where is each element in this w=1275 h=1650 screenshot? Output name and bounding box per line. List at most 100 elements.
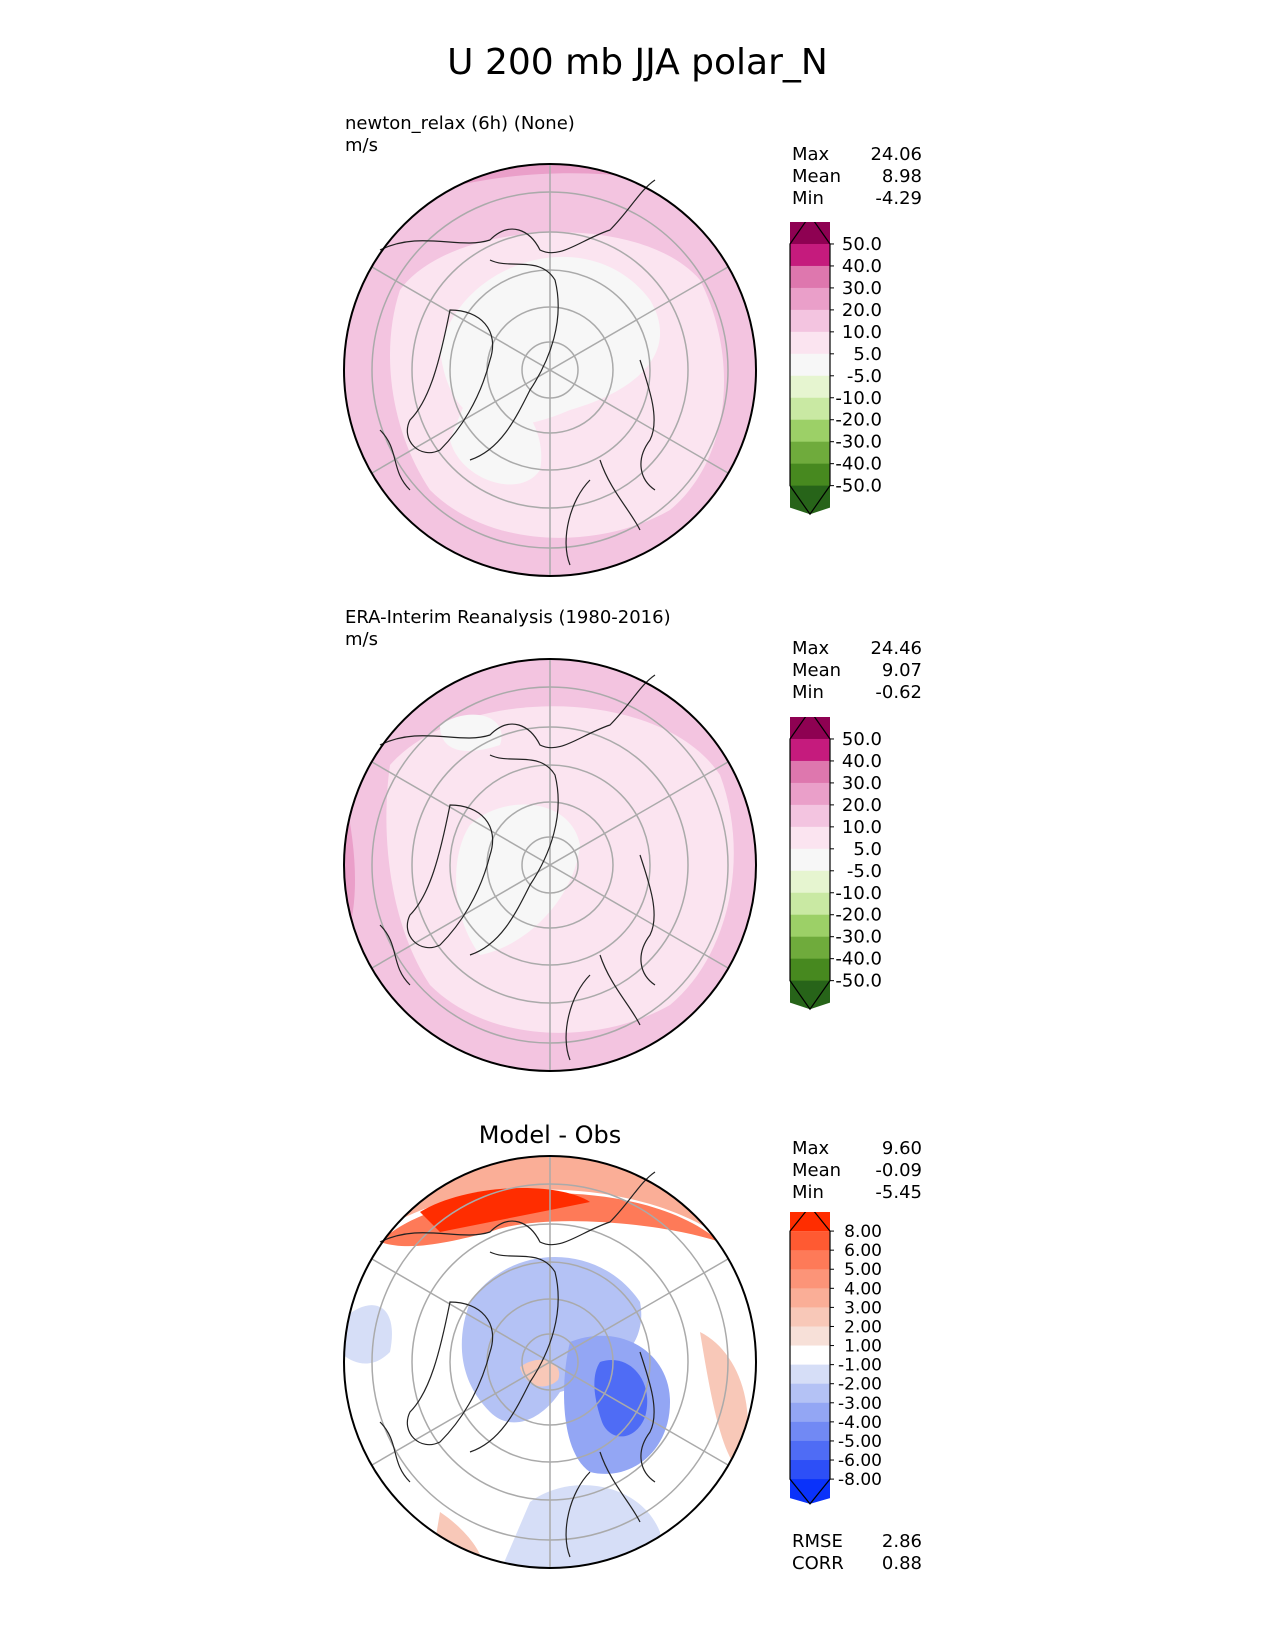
polar-map-1 xyxy=(343,163,757,577)
colorbar-tick-label: -5.0 xyxy=(847,861,882,882)
colorbar-swatch xyxy=(790,1288,830,1308)
map-boundary xyxy=(343,658,757,1072)
colorbar-tick-label: -8.00 xyxy=(838,1470,882,1490)
colorbar-tick-label: 6.00 xyxy=(844,1241,882,1261)
colorbar-swatch xyxy=(790,375,830,399)
colorbar-tick-label: 1.00 xyxy=(844,1337,882,1357)
field-band-west xyxy=(344,775,355,955)
stat-label: Max xyxy=(792,638,830,659)
colorbar-swatch xyxy=(790,892,830,916)
colorbar-swatch xyxy=(790,826,830,850)
colorbar-swatch xyxy=(790,804,830,828)
field-neg-west xyxy=(344,1305,392,1364)
stat-value: -0.09 xyxy=(875,1160,922,1181)
field-core-center xyxy=(456,804,580,955)
panel-2-label: ERA-Interim Reanalysis (1980-2016) m/s xyxy=(345,607,671,651)
graticule xyxy=(371,164,729,576)
colorbar-tick-label: 2.00 xyxy=(844,1317,882,1337)
colorbar-swatch xyxy=(790,1440,830,1461)
colorbar-2: 50.040.030.020.010.05.0-5.0-10.0-20.0-30… xyxy=(789,717,882,1011)
map-boundary xyxy=(343,1155,757,1569)
colorbar-swatch xyxy=(790,397,830,421)
stat-label: Mean xyxy=(792,166,842,187)
colorbar-tick-label: 20.0 xyxy=(842,795,882,816)
colorbar-tick-label: -30.0 xyxy=(835,927,882,948)
colorbar-swatch xyxy=(790,958,830,982)
colorbar-swatch xyxy=(790,353,830,377)
colorbar-swatch xyxy=(790,1345,830,1366)
stat-label: Max xyxy=(792,144,830,165)
stat-value: 24.46 xyxy=(870,638,922,659)
colorbar-swatch xyxy=(790,419,830,443)
panel-1-title: newton_relax (6h) (None) xyxy=(345,113,575,134)
colorbar-tick-label: 50.0 xyxy=(842,729,882,750)
figure-title: U 200 mb JJA polar_N xyxy=(447,42,828,83)
stat-row-max: Max 24.46 xyxy=(792,638,922,660)
colorbar-tick-label: -50.0 xyxy=(835,971,882,992)
colorbar-tick-label: -5.00 xyxy=(838,1432,882,1452)
colorbar-swatch xyxy=(790,243,830,267)
colorbar-swatch xyxy=(790,463,830,487)
stat-value: -4.29 xyxy=(875,188,922,209)
stat-value: 24.06 xyxy=(870,144,922,165)
colorbar-swatch xyxy=(790,936,830,960)
stat-label: Mean xyxy=(792,660,842,681)
colorbar-1: 50.040.030.020.010.05.0-5.0-10.0-20.0-30… xyxy=(789,222,882,516)
stat-row-mean: Mean -0.09 xyxy=(792,1160,922,1182)
colorbar-tick-label: -10.0 xyxy=(835,388,882,409)
panel-1-label: newton_relax (6h) (None) m/s xyxy=(345,113,575,157)
graticule xyxy=(371,659,729,1071)
colorbar-tick-label: 50.0 xyxy=(842,234,882,255)
stat-value: 9.07 xyxy=(881,660,922,681)
colorbar-tick-label: -3.00 xyxy=(838,1394,882,1414)
stat-value: -5.45 xyxy=(875,1182,922,1203)
panel-2-stats: Max 24.46 Mean 9.07 Min -0.62 xyxy=(792,638,922,704)
stat-row-max: Max 24.06 xyxy=(792,144,922,166)
panel-1-units: m/s xyxy=(345,135,378,156)
stat-value: 9.60 xyxy=(881,1138,922,1159)
metric-label: RMSE xyxy=(792,1531,843,1552)
graticule xyxy=(371,1156,729,1568)
colorbar-tick-label: 20.0 xyxy=(842,300,882,321)
colorbar-tick-label: -20.0 xyxy=(835,905,882,926)
panel-2-title: ERA-Interim Reanalysis (1980-2016) xyxy=(345,607,671,628)
metric-value: 2.86 xyxy=(881,1531,922,1552)
stat-row-min: Min -4.29 xyxy=(792,188,922,210)
colorbar-swatch xyxy=(790,1460,830,1480)
stat-value: -0.62 xyxy=(875,682,922,703)
stat-label: Mean xyxy=(792,1160,842,1181)
colorbar-swatch xyxy=(790,1421,830,1442)
stat-row-mean: Mean 9.07 xyxy=(792,660,922,682)
panel-3-metrics: RMSE 2.86 CORR 0.88 xyxy=(792,1531,922,1575)
colorbar-swatch xyxy=(790,331,830,355)
colorbar-tick-label: 10.0 xyxy=(842,817,882,838)
metric-row-rmse: RMSE 2.86 xyxy=(792,1531,922,1553)
coastlines xyxy=(379,179,656,566)
colorbar-tick-label: -2.00 xyxy=(838,1375,882,1395)
stat-row-min: Min -0.62 xyxy=(792,682,922,704)
panel-2-units: m/s xyxy=(345,629,378,650)
stat-label: Min xyxy=(792,1182,824,1203)
colorbar-tick-label: -40.0 xyxy=(835,949,882,970)
metric-label: CORR xyxy=(792,1553,844,1574)
colorbar-extend-min xyxy=(790,980,830,1010)
colorbar-extend-min xyxy=(790,485,830,515)
colorbar-swatch xyxy=(790,441,830,465)
colorbar-tick-label: 3.00 xyxy=(844,1298,882,1318)
coastlines xyxy=(379,1171,656,1558)
colorbar-swatch xyxy=(790,309,830,333)
colorbar-tick-label: 40.0 xyxy=(842,751,882,772)
metric-row-corr: CORR 0.88 xyxy=(792,1553,922,1575)
metric-value: 0.88 xyxy=(881,1553,922,1574)
colorbar-swatch xyxy=(790,914,830,938)
colorbar-swatch xyxy=(790,1269,830,1289)
colorbar-swatch xyxy=(790,1326,830,1347)
stat-row-min: Min -5.45 xyxy=(792,1182,922,1204)
colorbar-tick-label: 10.0 xyxy=(842,322,882,343)
colorbar-tick-label: -10.0 xyxy=(835,883,882,904)
colorbar-3: 8.006.005.004.003.002.001.00-1.00-2.00-3… xyxy=(789,1212,882,1505)
colorbar-tick-label: 5.0 xyxy=(853,344,882,365)
colorbar-swatch xyxy=(790,1364,830,1385)
colorbar-tick-label: 8.00 xyxy=(844,1222,882,1242)
colorbar-tick-label: -1.00 xyxy=(838,1356,882,1376)
